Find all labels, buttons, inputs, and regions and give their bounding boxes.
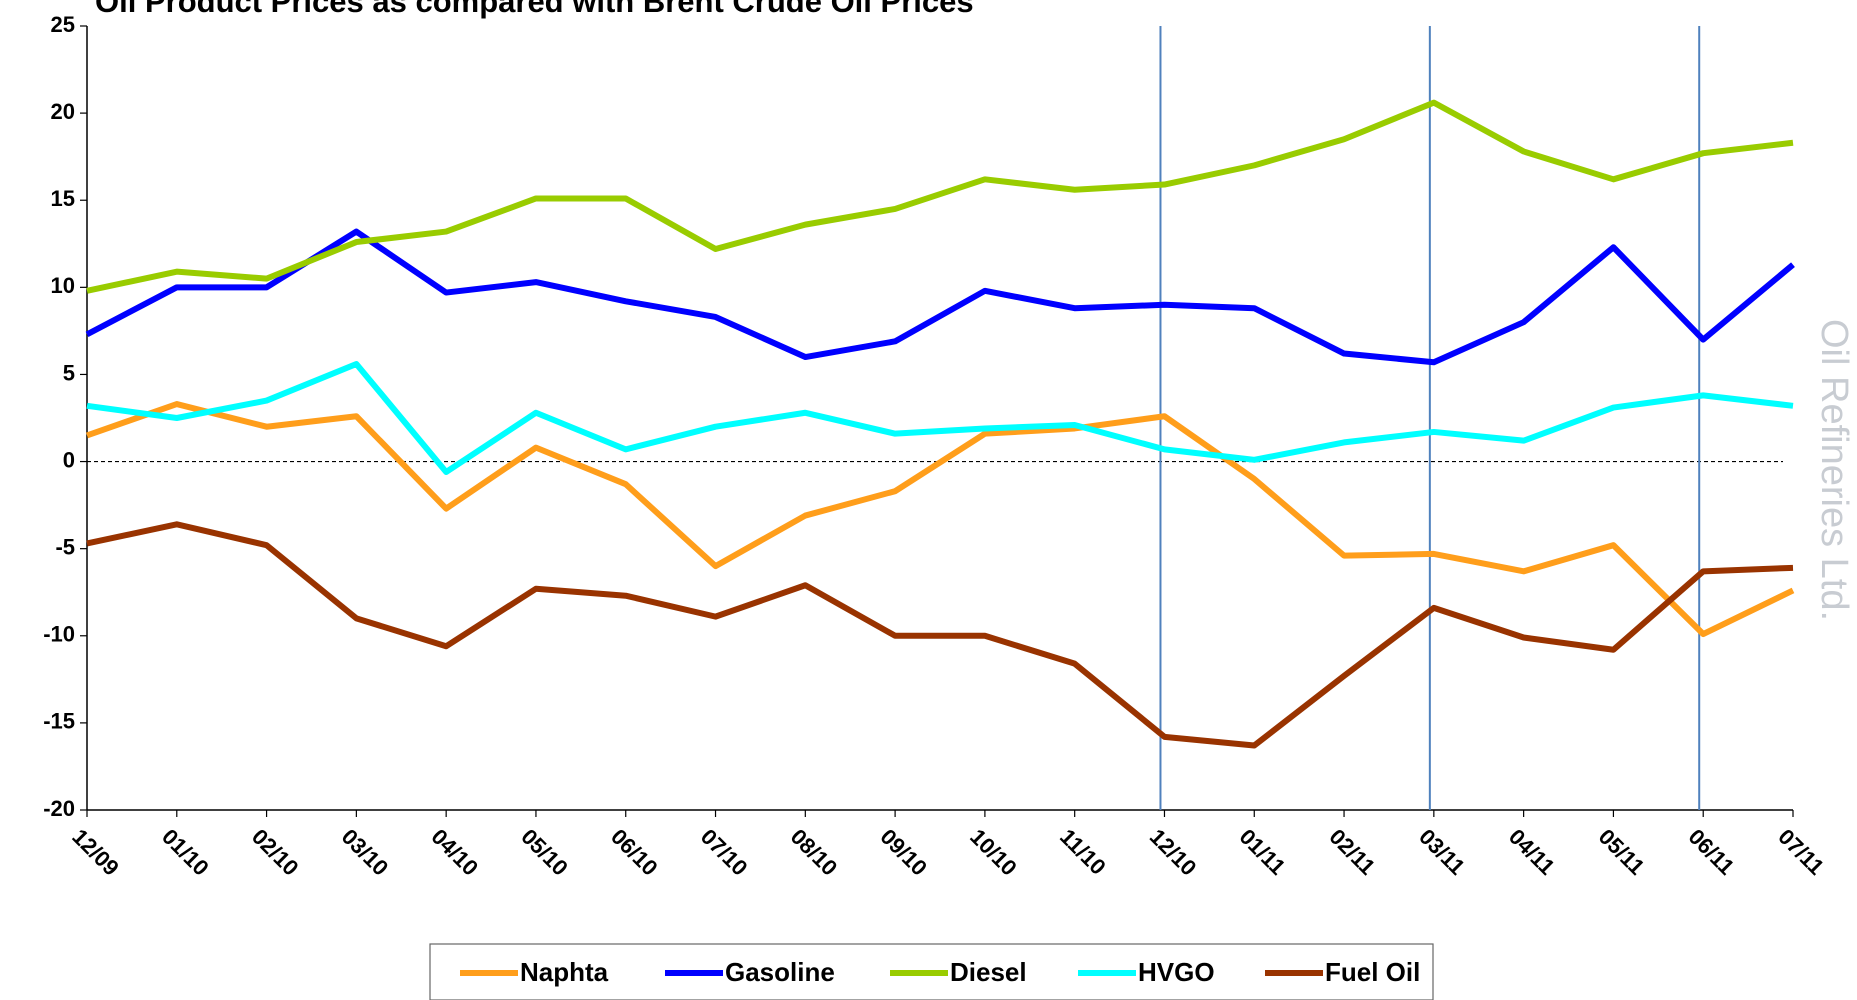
chart-title: Oil Product Prices as compared with Bren… [95,0,974,19]
x-tick-label: 01/10 [157,824,214,881]
y-tick-label: -15 [43,709,75,734]
x-tick-label: 08/10 [786,824,843,881]
x-tick-label: 01/11 [1235,824,1291,880]
legend-label: Naphta [520,957,609,987]
y-tick-label: -10 [43,622,75,647]
series-line [86,521,1794,749]
x-tick-label: 12/09 [67,824,124,881]
series-line [86,401,1795,638]
x-tick-label: 05/11 [1594,824,1650,880]
series-line [86,99,1794,294]
x-tick-label: 04/11 [1504,824,1560,880]
x-tick-label: 04/10 [427,824,484,881]
series-line [85,228,1795,366]
watermark: Oil Refineries Ltd. [1813,319,1855,621]
x-tick-label: 10/10 [965,824,1022,881]
legend-label: Diesel [950,957,1027,987]
legend-label: Fuel Oil [1325,957,1420,987]
x-tick-label: 02/11 [1324,824,1380,880]
y-tick-label: 25 [51,12,75,37]
y-tick-label: -20 [43,796,75,821]
legend-label: Gasoline [725,957,835,987]
series-line [86,360,1794,476]
x-tick-label: 12/10 [1145,824,1202,881]
y-tick-label: 15 [51,186,75,211]
y-tick-label: 20 [51,99,75,124]
x-tick-label: 11/10 [1055,824,1111,880]
x-tick-label: 06/11 [1684,824,1740,880]
x-tick-label: 03/10 [337,824,394,881]
x-tick-label: 05/10 [516,824,573,881]
x-tick-label: 09/10 [875,824,932,881]
x-tick-label: 07/10 [696,824,753,881]
x-tick-label: 06/10 [606,824,663,881]
x-tick-label: 02/10 [247,824,304,881]
y-tick-label: 10 [51,273,75,298]
y-tick-label: 0 [63,447,75,472]
x-tick-label: 03/11 [1414,824,1470,880]
legend-label: HVGO [1138,957,1215,987]
y-tick-label: -5 [55,534,75,559]
y-tick-label: 5 [63,360,75,385]
x-tick-label: 07/11 [1773,824,1829,880]
